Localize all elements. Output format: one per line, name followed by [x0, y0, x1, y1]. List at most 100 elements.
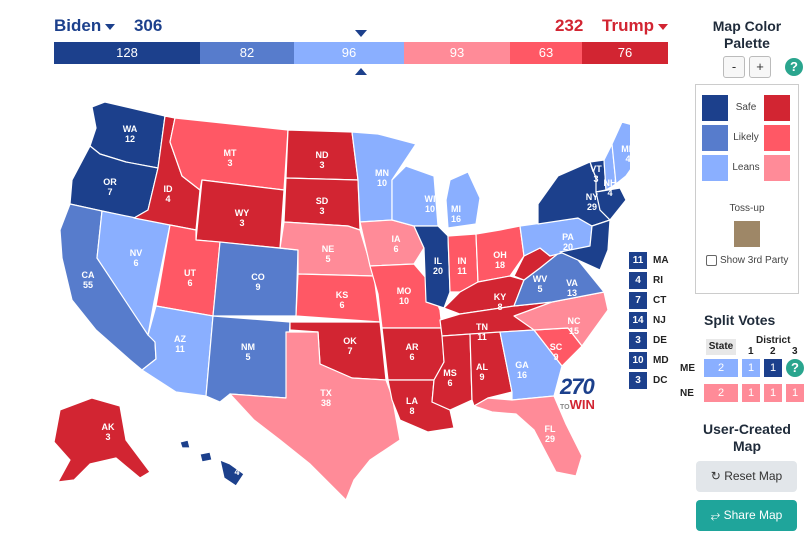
state-ev-vt: 3	[593, 174, 598, 184]
likely-label: Likely	[733, 132, 759, 143]
state-label-ks: KS	[336, 290, 349, 300]
zoom-in-button[interactable]: +	[749, 56, 771, 78]
state-label-nv: NV	[130, 248, 143, 258]
small-state-ev[interactable]: 3	[629, 332, 647, 349]
state-ev-wa: 12	[125, 134, 135, 144]
bar-likely-d: 82	[200, 42, 294, 64]
state-il[interactable]	[413, 225, 451, 309]
state-ev-ut: 6	[187, 278, 192, 288]
state-ev-sd: 3	[319, 206, 324, 216]
small-state-md[interactable]: 10 MD	[629, 352, 669, 369]
state-me[interactable]	[611, 121, 630, 185]
ne-d3-box[interactable]: 1	[786, 384, 804, 402]
help-icon[interactable]: ?	[786, 359, 804, 377]
state-ev-wi: 10	[425, 204, 435, 214]
state-nj-md[interactable]	[559, 219, 611, 271]
state-label-ca: CA	[82, 270, 95, 280]
zoom-out-button[interactable]: -	[723, 56, 745, 78]
user-created-map-title: User-Created Map	[703, 421, 791, 454]
chevron-down-icon[interactable]	[658, 23, 668, 30]
me-state-box[interactable]: 2	[704, 359, 738, 377]
chevron-down-icon[interactable]	[105, 23, 116, 30]
trump-header[interactable]: 232 Trump	[555, 16, 668, 36]
swatch-likely-d[interactable]	[702, 125, 728, 151]
zoom-controls: - + ?	[695, 56, 803, 78]
swatch-leans-d[interactable]	[702, 155, 728, 181]
small-state-ma[interactable]: 11 MA	[629, 252, 669, 269]
small-state-ev[interactable]: 11	[629, 252, 647, 269]
small-state-abbr: RI	[653, 275, 663, 286]
state-label-pa: PA	[562, 232, 574, 242]
small-state-ev[interactable]: 4	[629, 272, 647, 289]
state-labels: WA12OR7CA55NV6ID4MT3WY3UT6AZ11CO9NM5ND3S…	[82, 124, 631, 477]
swatch-tossup[interactable]	[734, 221, 760, 247]
trump-name[interactable]: Trump	[602, 16, 654, 35]
me-d1-box[interactable]: 1	[742, 359, 760, 377]
swatch-safe-d[interactable]	[702, 95, 728, 121]
reset-map-label: Reset Map	[724, 469, 783, 483]
ne-d1-box[interactable]: 1	[742, 384, 760, 402]
state-label-wy: WY	[235, 208, 250, 218]
small-state-nj[interactable]: 14 NJ	[629, 312, 669, 329]
logo-to: TO	[560, 404, 570, 411]
small-state-ev[interactable]: 3	[629, 372, 647, 389]
state-label-nm: NM	[241, 342, 255, 352]
district-2-header: 2	[770, 346, 776, 357]
state-label-vt: VT	[590, 164, 602, 174]
biden-header[interactable]: Biden 306	[54, 16, 162, 36]
state-label-al: AL	[476, 362, 488, 372]
swatch-leans-r[interactable]	[764, 155, 790, 181]
small-state-abbr: MD	[653, 355, 669, 366]
show-3rd-party-toggle[interactable]: Show 3rd Party	[706, 255, 788, 266]
state-ev-ar: 6	[409, 352, 414, 362]
biden-total: 306	[133, 16, 163, 35]
checkbox[interactable]	[706, 255, 717, 266]
logo-number: 270	[560, 374, 595, 399]
state-ev-ky: 8	[497, 302, 502, 312]
bar-likely-r: 63	[510, 42, 582, 64]
trump-total: 232	[554, 16, 584, 35]
bar-leans-d: 96	[294, 42, 404, 64]
state-mo[interactable]	[369, 263, 443, 329]
small-state-ev[interactable]: 7	[629, 292, 647, 309]
state-fl[interactable]	[473, 395, 583, 477]
state-ev-hi: 4	[234, 467, 239, 477]
small-state-dc[interactable]: 3 DC	[629, 372, 669, 389]
state-ev-ny: 29	[587, 202, 597, 212]
state-ev-az: 11	[175, 344, 185, 354]
state-ev-nv: 6	[133, 258, 138, 268]
ne-d2-box[interactable]: 1	[764, 384, 782, 402]
state-label-ak: AK	[102, 422, 115, 432]
small-state-ev[interactable]: 14	[629, 312, 647, 329]
me-label: ME	[680, 363, 695, 374]
share-map-button[interactable]: ⥂ Share Map	[696, 500, 797, 531]
state-mi[interactable]	[445, 171, 481, 229]
small-state-ri[interactable]: 4 RI	[629, 272, 669, 289]
small-state-ev[interactable]: 10	[629, 352, 647, 369]
bar-leans-r: 93	[404, 42, 510, 64]
help-icon[interactable]: ?	[785, 58, 803, 76]
state-tx[interactable]	[229, 331, 401, 500]
reset-map-button[interactable]: ↻ Reset Map	[696, 461, 797, 492]
state-label-oh: OH	[493, 250, 507, 260]
state-ak[interactable]	[53, 397, 151, 483]
me-d2-box[interactable]: 1	[764, 359, 782, 377]
state-label-sd: SD	[316, 196, 329, 206]
third-party-label: Show 3rd Party	[720, 255, 789, 266]
state-ev-ms: 6	[447, 378, 452, 388]
biden-name[interactable]: Biden	[54, 16, 102, 35]
state-hi[interactable]	[179, 439, 245, 487]
state-ne-small[interactable]	[595, 187, 627, 221]
small-states-list: 11 MA 4 RI 7 CT 14 NJ 3 DE 10 MD 3 DC	[629, 252, 669, 392]
state-label-in: IN	[458, 256, 467, 266]
split-votes-title: Split Votes	[704, 312, 776, 328]
small-state-ct[interactable]: 7 CT	[629, 292, 669, 309]
logo-win: WIN	[569, 397, 595, 412]
small-state-de[interactable]: 3 DE	[629, 332, 669, 349]
ne-state-box[interactable]: 2	[704, 384, 738, 402]
refresh-icon: ↻	[710, 469, 721, 483]
state-label-hi: HI	[233, 457, 242, 467]
swatch-safe-r[interactable]	[764, 95, 790, 121]
tossup-label: Toss-up	[729, 203, 765, 214]
swatch-likely-r[interactable]	[764, 125, 790, 151]
